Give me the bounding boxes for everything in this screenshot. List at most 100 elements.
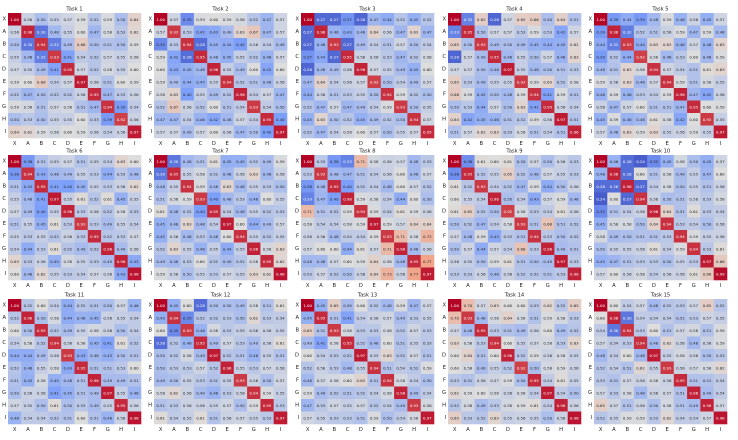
cell-value-label: 0.58	[370, 196, 379, 201]
cell-value-label: 0.58	[37, 378, 46, 383]
cell-value-label: 0.58	[383, 259, 392, 264]
cell-value-label: 0.51	[689, 67, 698, 72]
cell-value-label: 0.94	[530, 234, 539, 239]
heatmap-cell	[21, 113, 35, 126]
cell-value-label: 0.52	[464, 184, 473, 189]
cell-value-label: 0.56	[343, 79, 352, 84]
cell-value-label: 0.51	[90, 415, 99, 420]
cell-value-label: 0.56	[10, 29, 19, 34]
cell-value-label: 0.59	[130, 79, 139, 84]
y-tick-label: I	[150, 129, 152, 135]
cell-value-label: 0.52	[10, 365, 19, 370]
cell-value-label: 0.61	[557, 209, 566, 214]
cell-value-label: 0.48	[156, 184, 165, 189]
heatmap-cell	[647, 50, 661, 64]
cell-value-label: 0.98	[716, 415, 725, 420]
heatmap-cell	[21, 167, 35, 181]
x-tick-label: C	[493, 427, 497, 433]
heatmap-cell	[340, 13, 355, 26]
heatmap-cell	[687, 113, 701, 126]
heatmap-cell	[220, 50, 235, 64]
cell-value-label: 0.95	[117, 403, 126, 408]
cell-value-label: 0.58	[490, 390, 499, 395]
cell-value-label: 0.94	[530, 92, 539, 97]
cell-value-label: 0.62	[24, 129, 33, 134]
cell-value-label: 0.45	[103, 353, 112, 358]
cell-value-label: 0.57	[64, 159, 73, 164]
heatmap-cell	[180, 75, 195, 89]
cell-value-label: 0.59	[249, 403, 258, 408]
heatmap-cell	[633, 25, 648, 39]
cell-value-label: 0.52	[517, 271, 526, 276]
cell-value-label: 0.50	[423, 196, 432, 201]
heatmap-cell	[474, 25, 489, 39]
cell-value-label: 0.54	[37, 415, 46, 420]
cell-value-label: 0.66	[716, 259, 725, 264]
cell-value-label: 0.96	[103, 246, 112, 251]
x-tick-label: C	[346, 283, 350, 289]
cell-value-label: 0.50	[570, 390, 579, 395]
heatmap-cell	[8, 13, 22, 26]
cell-value-label: 0.59	[716, 104, 725, 109]
x-tick-label: D	[66, 427, 70, 433]
cell-value-label: 0.58	[50, 365, 59, 370]
cell-value-label: 0.63	[716, 67, 725, 72]
heatmap-cell	[167, 63, 181, 76]
cell-value-label: 0.53	[303, 271, 312, 276]
heatmap-cell	[420, 13, 435, 26]
cell-value-label: 0.55	[236, 54, 245, 59]
cell-value-label: 0.26	[450, 54, 459, 59]
heatmap-cell	[354, 88, 368, 101]
y-tick-label: H	[148, 258, 152, 264]
y-tick-label: F	[296, 233, 299, 239]
heatmap-cell	[367, 113, 382, 126]
heatmap-cell	[633, 88, 648, 101]
cell-value-label: 0.61	[210, 159, 219, 164]
heatmap-cell	[487, 100, 502, 114]
cell-value-label: 0.45	[703, 17, 712, 22]
cell-value-label: 0.32	[623, 29, 632, 34]
cell-value-label: 0.45	[156, 221, 165, 226]
cell-value-label: 0.54	[383, 209, 392, 214]
cell-value-label: 0.55	[183, 171, 192, 176]
cell-value-label: 0.44	[249, 221, 258, 226]
cell-value-label: 0.50	[423, 378, 432, 383]
cell-value-label: 0.50	[557, 184, 566, 189]
cell-value-label: 0.97	[50, 196, 59, 201]
cell-value-label: 0.55	[64, 117, 73, 122]
cell-value-label: 0.94	[676, 234, 685, 239]
cell-value-label: 0.57	[689, 365, 698, 370]
y-tick-label: F	[589, 233, 592, 239]
cell-value-label: 0.42	[703, 92, 712, 97]
cell-value-label: 0.59	[370, 209, 379, 214]
cell-value-label: 0.50	[423, 92, 432, 97]
cell-value-label: 0.50	[490, 209, 499, 214]
x-tick-label: A	[612, 283, 616, 289]
heatmap-cell	[474, 13, 489, 26]
heatmap-cell	[527, 88, 542, 101]
cell-value-label: 0.60	[477, 390, 486, 395]
cell-value-label: 0.53	[570, 159, 579, 164]
heatmap-cell	[380, 113, 395, 126]
cell-value-label: 0.28	[196, 303, 205, 308]
cell-value-label: 0.61	[716, 246, 725, 251]
cell-value-label: 0.58	[504, 403, 513, 408]
heatmap-cell	[380, 63, 395, 76]
heatmap-cell	[154, 75, 168, 89]
heatmap-cell	[594, 25, 608, 39]
heatmap-cell	[154, 100, 168, 114]
cell-value-label: 0.48	[223, 171, 232, 176]
cell-value-label: 0.57	[689, 42, 698, 47]
cell-value-label: 0.50	[477, 67, 486, 72]
cell-value-label: 0.35	[183, 315, 192, 320]
cell-value-label: 0.54	[543, 129, 552, 134]
heatmap-cell	[633, 13, 648, 26]
x-tick-label: H	[705, 283, 709, 289]
cell-value-label: 0.46	[490, 117, 499, 122]
heatmap-cell	[101, 192, 115, 206]
cell-value-label: 0.55	[117, 221, 126, 226]
heatmap-cell	[394, 88, 408, 101]
cell-value-label: 0.56	[236, 390, 245, 395]
cell-value-label: 0.96	[689, 390, 698, 395]
cell-value-label: 0.56	[130, 117, 139, 122]
